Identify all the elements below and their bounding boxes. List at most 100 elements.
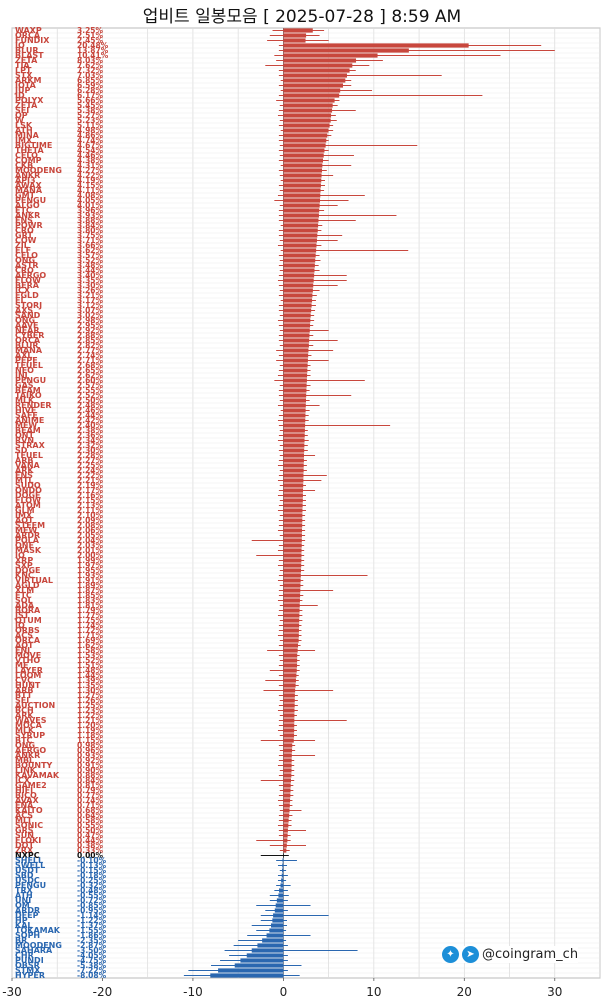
change-label: 0.92% [77,756,104,765]
bar [269,928,284,933]
change-label: -1.14% [77,911,107,920]
bar [283,273,315,278]
bar [283,208,320,213]
change-label: 1.23% [77,706,104,715]
bar [283,383,307,388]
ticker-label: ARB [15,456,33,465]
change-label: 0.47% [77,831,104,840]
change-label: -0.85% [77,901,107,910]
ticker-label: ANIME [15,416,44,425]
ticker-label: STMX [15,966,41,975]
bar [283,333,310,338]
bar [283,683,296,688]
change-label: 5.45% [77,101,104,110]
change-label: 2.74% [77,351,104,360]
change-label: 1.69% [77,636,104,645]
bar [283,283,314,288]
bar [282,863,284,868]
bar [283,318,311,323]
ticker-label: ORCA [15,336,41,345]
telegram-icon: ➤ [462,946,479,963]
change-label: 4.54% [77,146,104,155]
change-label: 2.92% [77,326,104,335]
ticker-label: THETA [15,146,44,155]
bar [283,633,299,638]
ticker-label: COW [15,236,37,245]
bar [283,493,303,498]
ticker-label: OP [15,111,28,120]
bar [283,378,307,383]
change-label: 1.51% [77,661,104,670]
bar [283,243,317,248]
bar [283,763,292,768]
bar [283,488,304,493]
change-label: 7.32% [77,66,104,75]
bar [283,293,313,298]
bar [283,98,335,103]
bar [283,48,409,53]
bar [283,373,308,378]
change-label: 2.95% [77,321,104,330]
x-tick-label: 20 [457,985,472,999]
bar [283,788,291,793]
bar [283,398,306,403]
ticker-label: ACS [15,631,33,640]
ticker-label: HYPER [15,971,45,980]
change-label: 1.75% [77,616,104,625]
ticker-label: MOODENG [15,941,62,950]
change-label: 3.25% [77,26,104,35]
ticker-label: VTHO [15,656,40,665]
change-label: 1.48% [77,666,104,675]
watermark: ✦ ➤ @coingram_ch [442,946,579,963]
bar [283,783,291,788]
ticker-label: API3 [15,176,36,185]
bar [283,163,323,168]
change-label: 0.44% [77,836,104,845]
change-label: 10.41% [77,51,109,60]
bar [234,963,284,968]
bar [283,603,300,608]
change-label: 1.30% [77,686,104,695]
ticker-label: IQ [15,551,25,560]
ticker-label: BTT [15,691,33,700]
change-label: 2.42% [77,416,104,425]
bar [283,518,303,523]
bar [283,358,308,363]
bar [251,948,284,953]
ticker-label: DOT [15,841,34,850]
change-label: -0.72% [77,896,107,905]
change-label: -3.50% [77,946,107,955]
change-label: 2.50% [77,396,104,405]
change-label: 2.44% [77,411,104,420]
ticker-label: W [15,116,24,125]
change-label: 2.57% [77,381,104,390]
bar [283,663,298,668]
bar [283,193,321,198]
change-label: 3.07% [77,306,104,315]
ticker-label: MLK [15,396,35,405]
ticker-label: USDT [15,866,40,875]
change-label: -0.48% [77,886,107,895]
change-label: 1.83% [77,596,104,605]
ticker-label: ONG [15,741,35,750]
change-label: 2.82% [77,341,104,350]
ticker-label: ORCA [15,31,41,40]
bar [283,83,343,88]
ticker-label: ANKR [15,171,40,180]
bar [275,903,284,908]
change-label: -1.55% [77,926,107,935]
ticker-label: ARB [15,686,33,695]
change-label: 1.77% [77,611,104,620]
bar [283,218,319,223]
ticker-label: OM [15,901,30,910]
change-label: 2.19% [77,481,104,490]
ticker-label: ZIL [15,241,29,250]
bar [283,743,293,748]
bar [283,198,321,203]
bar [283,643,299,648]
bar [283,568,302,573]
bar [283,453,305,458]
bar [283,673,297,678]
ticker-label: BTC [15,736,33,745]
bar [283,38,306,43]
